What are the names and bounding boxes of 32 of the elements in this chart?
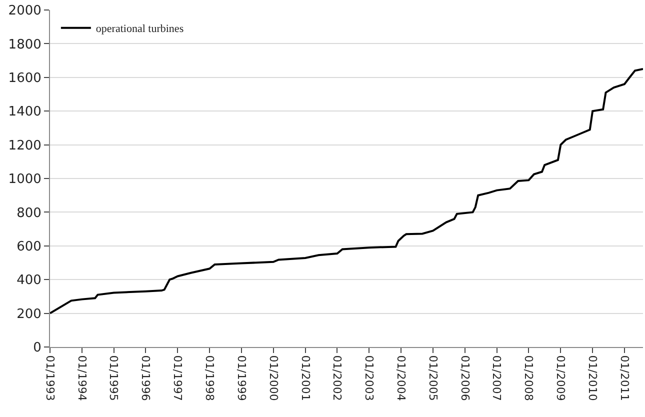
x-tick-label: 01/1998 (202, 355, 216, 401)
y-tick-label: 400 (16, 273, 42, 288)
x-tick-label: 01/1996 (139, 355, 152, 401)
y-tick-label: 0 (33, 340, 42, 356)
x-tick-label: 01/1999 (234, 355, 248, 401)
y-tick-label: 1400 (8, 104, 42, 120)
x-tick-label: 01/2000 (266, 355, 280, 401)
y-tick-label: 200 (16, 306, 42, 322)
x-tick-label: 01/2011 (618, 355, 631, 401)
x-tick-label: 01/1994 (75, 355, 88, 401)
x-tick-label: 01/2002 (330, 355, 344, 401)
x-tick-label: 01/2004 (394, 355, 408, 401)
y-tick-label: 1600 (8, 70, 42, 86)
x-tick-label: 01/2008 (522, 355, 536, 401)
y-tick-label: 1200 (8, 138, 42, 154)
x-tick-label: 01/2006 (458, 355, 472, 401)
x-tick-label: 01/1995 (107, 355, 120, 401)
x-tick-label: 01/1997 (171, 355, 184, 401)
y-tick-label: 600 (16, 239, 42, 254)
x-tick-label: 01/2009 (554, 355, 568, 401)
x-tick-label: 01/1993 (43, 355, 56, 401)
x-tick-label: 01/2007 (490, 355, 504, 401)
x-tick-label: 01/2003 (362, 355, 376, 401)
y-tick-label: 1000 (8, 172, 42, 188)
y-tick-label: 1800 (8, 37, 42, 52)
line-series (50, 68, 643, 314)
x-tick-label: 01/2005 (426, 355, 440, 401)
y-tick-label: 800 (16, 206, 42, 221)
x-tick-label: 01/2001 (298, 355, 312, 401)
legend-label: operational turbines (96, 23, 184, 36)
y-tick-label: 2000 (8, 4, 42, 19)
x-tick-label: 01/2010 (586, 355, 600, 401)
